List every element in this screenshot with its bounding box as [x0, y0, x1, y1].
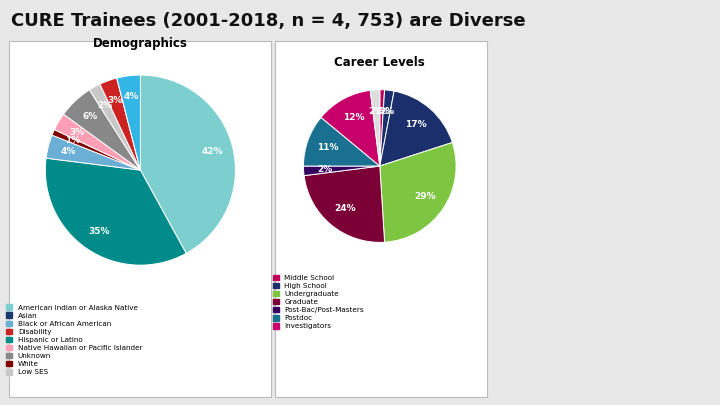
- Legend: American Indian or Alaska Native, Asian, Black or African American, Disability, : American Indian or Alaska Native, Asian,…: [6, 305, 143, 375]
- Text: 6%: 6%: [82, 111, 97, 121]
- Text: CURE Trainees (2001-2018, n = 4, 753) are Diverse: CURE Trainees (2001-2018, n = 4, 753) ar…: [11, 12, 526, 30]
- Title: Demographics: Demographics: [93, 37, 188, 50]
- Wedge shape: [370, 90, 380, 166]
- Wedge shape: [304, 166, 384, 242]
- Wedge shape: [321, 90, 380, 166]
- Text: 4%: 4%: [123, 92, 139, 101]
- Wedge shape: [380, 91, 452, 166]
- Wedge shape: [117, 78, 140, 170]
- Text: 2%: 2%: [318, 165, 333, 174]
- Legend: Middle School, High School, Undergraduate, Graduate, Post-Bac/Post-Masters, Post: Middle School, High School, Undergraduat…: [273, 275, 364, 329]
- Wedge shape: [117, 75, 140, 170]
- Wedge shape: [380, 143, 456, 242]
- Text: 3%: 3%: [69, 128, 84, 137]
- Text: 2%: 2%: [97, 100, 112, 110]
- Text: 29%: 29%: [415, 192, 436, 201]
- Wedge shape: [100, 78, 140, 170]
- Text: 1%: 1%: [374, 107, 389, 115]
- Text: 24%: 24%: [334, 204, 356, 213]
- Wedge shape: [46, 135, 140, 170]
- Text: 2%: 2%: [379, 107, 395, 116]
- Text: 42%: 42%: [202, 147, 223, 156]
- Wedge shape: [55, 114, 140, 170]
- Wedge shape: [63, 90, 140, 170]
- Title: Career Levels: Career Levels: [334, 56, 426, 70]
- Text: 3%: 3%: [108, 96, 123, 105]
- Wedge shape: [52, 130, 140, 170]
- Text: 35%: 35%: [88, 227, 109, 236]
- Text: 2%: 2%: [369, 107, 384, 116]
- Wedge shape: [304, 166, 380, 176]
- Wedge shape: [140, 75, 235, 254]
- Wedge shape: [380, 90, 394, 166]
- Text: 1%: 1%: [65, 136, 80, 145]
- Text: 17%: 17%: [405, 120, 427, 129]
- Wedge shape: [379, 90, 384, 166]
- Text: 11%: 11%: [318, 143, 339, 152]
- Wedge shape: [45, 158, 186, 265]
- Wedge shape: [89, 84, 140, 170]
- Text: 12%: 12%: [343, 113, 364, 122]
- Text: 4%: 4%: [61, 147, 76, 156]
- Wedge shape: [304, 117, 380, 166]
